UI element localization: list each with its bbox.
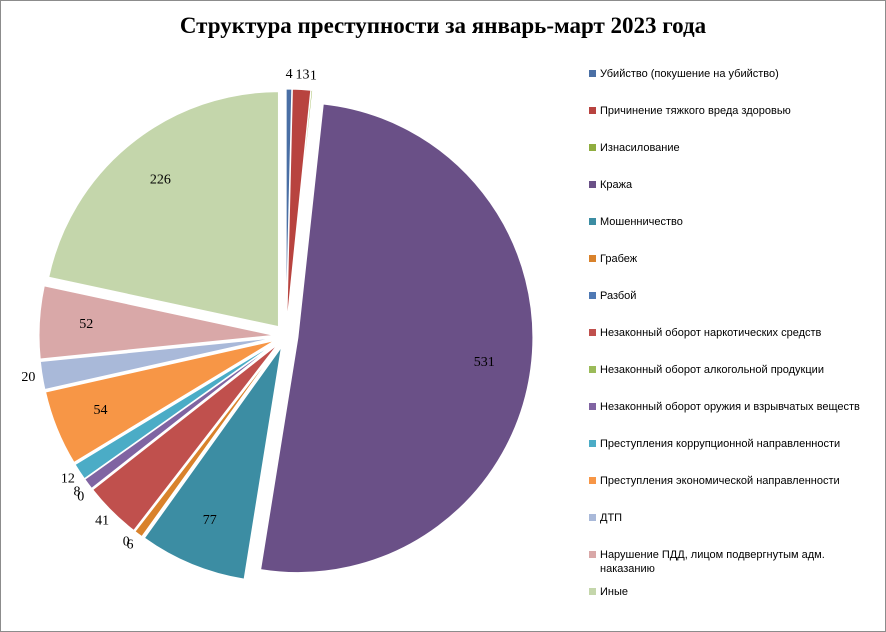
legend-item: Незаконный оборот оружия и взрывчатых ве… xyxy=(589,400,879,437)
legend-label: Разбой xyxy=(600,290,637,302)
legend-label: Мошенничество xyxy=(600,216,683,228)
legend-swatch xyxy=(589,440,596,447)
legend-swatch xyxy=(589,551,596,558)
data-label: 226 xyxy=(150,173,171,188)
pie-slice xyxy=(143,346,282,580)
legend: Убийство (покушение на убийство) Причинен… xyxy=(589,67,879,622)
data-label: 12 xyxy=(61,472,75,487)
pie-slice xyxy=(84,342,277,490)
pie-slice xyxy=(92,344,278,532)
legend-label: Изнасилование xyxy=(600,142,680,154)
legend-swatch xyxy=(589,181,596,188)
pie-slice xyxy=(38,285,275,360)
legend-label: Кража xyxy=(600,179,633,191)
legend-swatch xyxy=(589,292,596,299)
legend-swatch xyxy=(589,218,596,225)
pie-slice xyxy=(48,91,279,328)
legend-label: Преступления коррупционной направленност… xyxy=(600,438,841,450)
data-label: 77 xyxy=(203,513,217,528)
data-label: 4 xyxy=(286,67,293,82)
data-label: 54 xyxy=(94,403,108,418)
pie-slice xyxy=(74,342,277,480)
legend-label: Незаконный оборот наркотических средств xyxy=(600,327,822,339)
legend-label: Незаконный оборот алкогольной продукции xyxy=(600,364,824,376)
legend-item: Разбой xyxy=(589,289,879,326)
legend-label: Убийство (покушение на убийство) xyxy=(600,68,779,80)
pie-slice xyxy=(44,340,276,464)
data-label: 20 xyxy=(21,370,35,385)
data-label: 531 xyxy=(474,355,495,370)
legend-item: Нарушение ПДД, лицом подвергнутым адм. н… xyxy=(589,548,879,585)
data-label: 52 xyxy=(79,317,93,332)
pie-slice xyxy=(260,103,534,574)
legend-label: Грабеж xyxy=(600,253,638,265)
legend-swatch xyxy=(589,144,596,151)
data-label: 41 xyxy=(95,513,109,528)
legend-swatch xyxy=(589,329,596,336)
legend-swatch xyxy=(589,477,596,484)
legend-item: Изнасилование xyxy=(589,141,879,178)
legend-swatch xyxy=(589,514,596,521)
data-label: 13 xyxy=(295,68,309,83)
legend-item: Незаконный оборот наркотических средств xyxy=(589,326,879,363)
legend-item: Кража xyxy=(589,178,879,215)
legend-item: Грабеж xyxy=(589,252,879,289)
legend-swatch xyxy=(589,70,596,77)
legend-item: Преступления коррупционной направленност… xyxy=(589,437,879,474)
legend-label: Причинение тяжкого вреда здоровью xyxy=(600,105,791,117)
data-label: 8 xyxy=(73,484,80,499)
legend-swatch xyxy=(589,366,596,373)
legend-item: Убийство (покушение на убийство) xyxy=(589,67,879,104)
pie-slice xyxy=(286,89,314,325)
data-label: 0 xyxy=(123,535,130,550)
legend-label: Незаконный оборот оружия и взрывчатых ве… xyxy=(600,401,860,413)
legend-label: ДТП xyxy=(600,512,623,524)
data-label: 6 xyxy=(127,538,134,553)
data-label: 0 xyxy=(77,489,84,504)
legend-item: Преступления экономической направленност… xyxy=(589,474,879,511)
chart-title: Структура преступности за январь-март 20… xyxy=(179,13,707,38)
legend-item: Незаконный оборот алкогольной продукции xyxy=(589,363,879,400)
legend-label: Иные xyxy=(600,586,629,598)
legend-label: Нарушение ПДД, лицом подвергнутым адм. н… xyxy=(600,549,825,575)
legend-item: ДТП xyxy=(589,511,879,548)
legend-item: Причинение тяжкого вреда здоровью xyxy=(589,104,879,141)
legend-swatch xyxy=(589,255,596,262)
legend-item: Иные xyxy=(589,585,879,622)
legend-label: Преступления экономической направленност… xyxy=(600,475,840,487)
legend-swatch xyxy=(589,107,596,114)
legend-swatch xyxy=(589,588,596,595)
pie-slice xyxy=(39,337,275,391)
data-label: 1 xyxy=(310,69,317,84)
pie-slice xyxy=(285,88,293,325)
pie-slice xyxy=(286,88,312,325)
legend-item: Мошенничество xyxy=(589,215,879,252)
legend-swatch xyxy=(589,403,596,410)
